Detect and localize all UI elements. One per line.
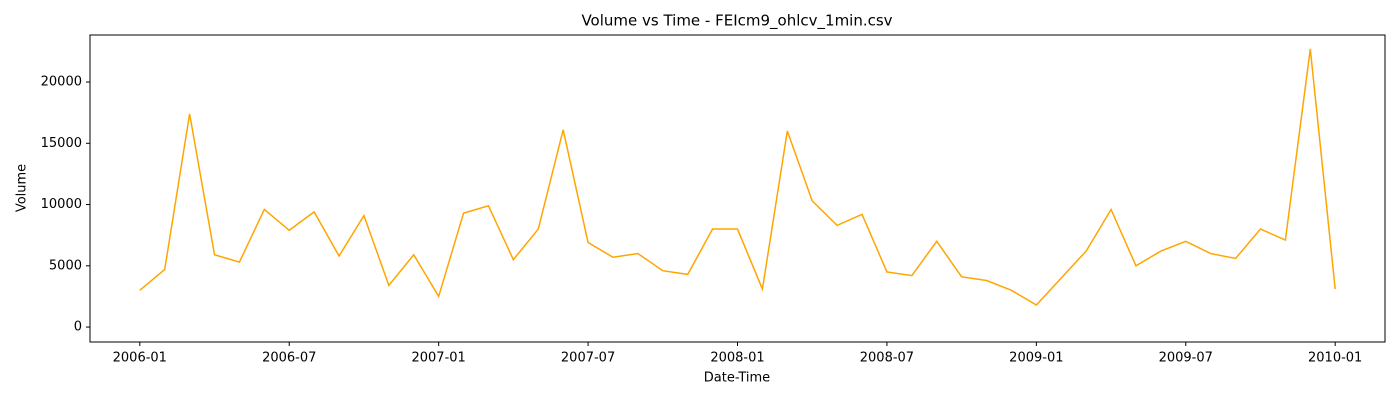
x-tick-label: 2008-01 (710, 351, 764, 366)
x-tick-label: 2008-07 (860, 351, 914, 366)
volume-line (139, 48, 1336, 306)
x-tick-label: 2009-07 (1159, 351, 1213, 366)
x-tick-label: 2006-07 (262, 351, 316, 366)
x-tick-label: 2007-01 (411, 351, 465, 366)
plot-frame (89, 34, 1386, 343)
x-tick-label: 2010-01 (1308, 351, 1362, 366)
y-tick-label: 5000 (49, 258, 82, 273)
x-tick-label: 2009-01 (1009, 351, 1063, 366)
x-axis-label: Date-Time (704, 371, 770, 386)
y-tick-label: 15000 (41, 136, 82, 151)
chart-title: Volume vs Time - FEIcm9_ohlcv_1min.csv (581, 12, 892, 31)
y-tick-label: 20000 (41, 75, 82, 90)
y-tick-label: 0 (74, 320, 82, 335)
y-axis-label: Volume (15, 164, 30, 212)
x-tick-label: 2007-07 (561, 351, 615, 366)
x-tick-label: 2006-01 (113, 351, 167, 366)
y-tick-label: 10000 (41, 197, 82, 212)
